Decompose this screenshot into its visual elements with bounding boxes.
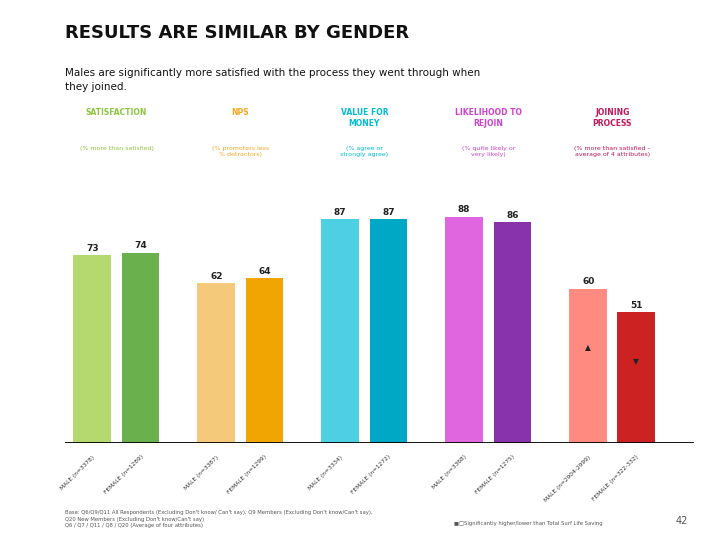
Bar [246, 278, 284, 443]
Text: LIKELIHOOD TO
REJOIN: LIKELIHOOD TO REJOIN [455, 108, 522, 128]
Text: MALE (n=2904-2999): MALE (n=2904-2999) [544, 454, 592, 503]
Text: MALE (n=3368): MALE (n=3368) [432, 454, 468, 490]
Text: MALE (n=3378): MALE (n=3378) [60, 454, 96, 490]
Bar [618, 312, 655, 443]
Text: FEMALE (n=322-332): FEMALE (n=322-332) [592, 454, 640, 502]
Bar [493, 221, 531, 443]
Text: FEMALE (n=1299): FEMALE (n=1299) [227, 454, 268, 496]
Bar [197, 284, 235, 443]
Text: n: n [672, 9, 685, 26]
Text: (% promoters less
% detractors): (% promoters less % detractors) [212, 146, 269, 157]
Text: FEMALE (n=1272): FEMALE (n=1272) [351, 454, 392, 496]
Text: SATISFACTION: SATISFACTION [86, 108, 147, 117]
Text: (% more than satisfied): (% more than satisfied) [79, 146, 153, 151]
Text: (% quite likely or
very likely): (% quite likely or very likely) [462, 146, 515, 157]
Text: 87: 87 [382, 208, 395, 217]
Text: 88: 88 [458, 205, 470, 214]
Text: RESULTS ARE SIMILAR BY GENDER: RESULTS ARE SIMILAR BY GENDER [65, 24, 409, 42]
Text: VALUE FOR
MONEY: VALUE FOR MONEY [341, 108, 388, 128]
Text: 73: 73 [86, 244, 99, 253]
Bar [321, 219, 359, 443]
Text: FEMALE (n=1275): FEMALE (n=1275) [475, 454, 516, 496]
Bar [445, 217, 483, 443]
Bar [570, 288, 607, 443]
Text: Base: Q6/Q9/Q11 All Respondents (Excluding Don't know/ Can't say), Q9 Members (E: Base: Q6/Q9/Q11 All Respondents (Excludi… [65, 510, 372, 529]
Bar [369, 219, 408, 443]
Text: ■□Significantly higher/lower than Total Surf Life Saving: ■□Significantly higher/lower than Total … [454, 522, 602, 526]
Text: 62: 62 [210, 272, 222, 281]
Text: ▼: ▼ [634, 357, 639, 366]
Bar [73, 255, 112, 443]
Bar [122, 253, 160, 443]
Text: ▲: ▲ [585, 343, 591, 352]
Text: MALE (n=3387): MALE (n=3387) [184, 454, 220, 490]
Text: FEMALE (n=1289): FEMALE (n=1289) [103, 454, 144, 496]
Text: NPS: NPS [232, 108, 249, 117]
Text: 86: 86 [506, 211, 518, 220]
Text: 64: 64 [258, 267, 271, 276]
Text: 60: 60 [582, 278, 595, 286]
Text: (% agree or
strongly agree): (% agree or strongly agree) [341, 146, 389, 157]
Text: MALE (n=3334): MALE (n=3334) [307, 454, 344, 490]
Text: 74: 74 [134, 241, 147, 251]
Text: JOINING
PROCESS: JOINING PROCESS [593, 108, 632, 128]
Text: 87: 87 [334, 208, 346, 217]
Text: 42: 42 [675, 516, 688, 526]
Text: 51: 51 [630, 301, 643, 309]
Text: (% more than satisfied –
average of 4 attributes): (% more than satisfied – average of 4 at… [574, 146, 651, 157]
Text: Males are significantly more satisfied with the process they went through when
t: Males are significantly more satisfied w… [65, 68, 480, 91]
